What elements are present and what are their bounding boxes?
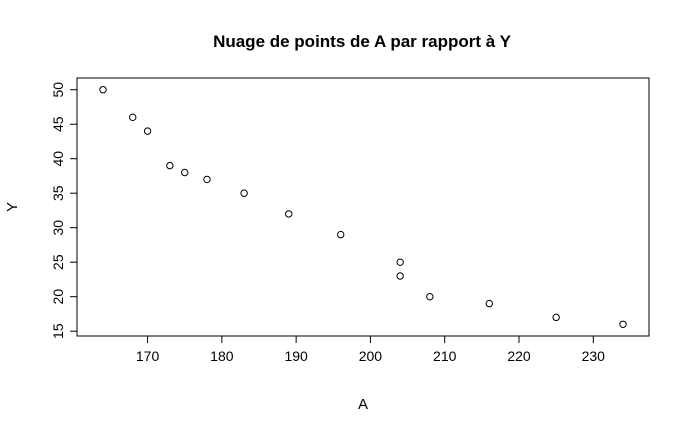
data-point: [396, 258, 404, 266]
data-point: [129, 113, 137, 122]
y-tick-label: 30: [50, 220, 66, 236]
x-tick-label: 200: [359, 348, 383, 364]
data-point: [619, 320, 627, 328]
plot-frame: [76, 77, 650, 337]
y-tick-label: 20: [50, 289, 66, 305]
data-point: [181, 168, 189, 177]
x-tick-label: 180: [210, 348, 234, 364]
y-tick-label: 45: [50, 116, 66, 132]
y-axis: 15 20 25 30 35 40 45 50: [50, 82, 78, 339]
y-tick-label: 15: [50, 323, 66, 339]
y-axis-label: Y: [4, 202, 21, 212]
data-point: [285, 210, 293, 218]
data-point: [426, 292, 434, 301]
y-tick-label: 50: [50, 82, 66, 98]
data-point: [396, 272, 404, 280]
y-tick-label: 35: [50, 185, 66, 201]
data-point: [143, 127, 152, 135]
data-points: [99, 86, 627, 328]
x-axis: 170 180 190 200 210 220 230: [136, 335, 606, 364]
y-tick-label: 40: [50, 151, 66, 167]
x-tick-label: 210: [433, 348, 457, 364]
data-point: [99, 86, 107, 94]
data-point: [485, 299, 493, 308]
data-point: [552, 313, 560, 322]
data-point: [166, 161, 174, 170]
data-point: [240, 189, 248, 197]
data-point: [203, 175, 211, 184]
x-tick-label: 220: [507, 348, 531, 364]
x-tick-label: 170: [136, 348, 160, 364]
x-axis-label: A: [358, 396, 368, 413]
chart-title: Nuage de points de A par rapport à Y: [213, 32, 512, 51]
data-point: [337, 230, 345, 239]
y-tick-label: 25: [50, 254, 66, 270]
x-tick-label: 190: [284, 348, 308, 364]
x-tick-label: 230: [582, 348, 606, 364]
